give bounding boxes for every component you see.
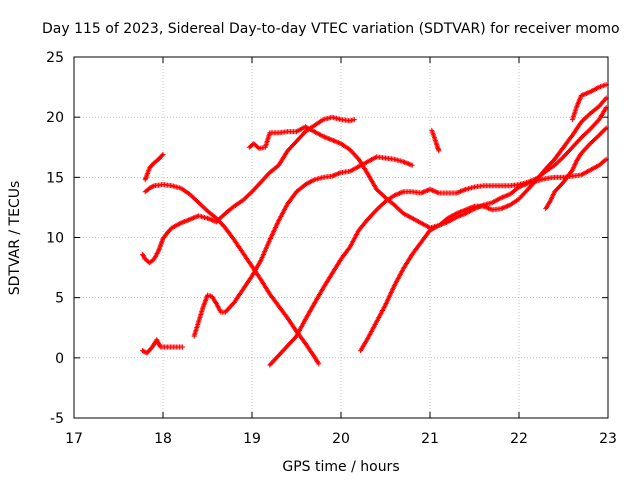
y-tick-label: 25 — [46, 50, 64, 66]
data-point — [180, 344, 186, 350]
series-track-g — [267, 105, 609, 368]
data-point — [409, 162, 415, 168]
y-tick-label: -5 — [50, 411, 64, 427]
x-tick-labels: 17 18 19 20 21 22 23 — [65, 431, 617, 447]
data-point — [602, 126, 608, 132]
y-tick-label: 20 — [46, 110, 64, 126]
series-track-i — [429, 127, 442, 154]
y-tick-label: 15 — [46, 170, 64, 186]
series-track-d — [140, 337, 186, 356]
data-point — [159, 152, 165, 158]
x-tick-label: 18 — [154, 431, 172, 447]
y-tick-label: 5 — [55, 291, 64, 307]
x-tick-label: 19 — [243, 431, 261, 447]
data-point — [160, 151, 166, 157]
x-tick-label: 22 — [510, 431, 528, 447]
axis-ticks — [73, 56, 609, 419]
series-track-h — [358, 95, 609, 354]
data-point — [351, 117, 357, 123]
x-axis-label: GPS time / hours — [282, 459, 399, 475]
x-tick-label: 20 — [332, 431, 350, 447]
data-point — [436, 148, 442, 154]
chart-title: Day 115 of 2023, Sidereal Day-to-day VTE… — [42, 21, 620, 37]
series-track-j — [543, 125, 609, 212]
x-tick-label: 23 — [599, 431, 617, 447]
data-point — [316, 361, 322, 367]
data-point — [255, 144, 261, 150]
series-track-c — [140, 114, 357, 266]
x-tick-label: 21 — [421, 431, 439, 447]
grid-lines — [74, 57, 608, 418]
y-tick-label: 0 — [55, 351, 64, 367]
series-track-k — [569, 82, 609, 123]
series-track-e — [191, 154, 415, 339]
series-track-f — [246, 124, 609, 231]
y-tick-label: 10 — [46, 231, 64, 247]
series-track-a — [142, 151, 166, 183]
data-points — [140, 82, 609, 368]
y-axis-label: SDTVAR / TECUs — [7, 181, 23, 296]
x-tick-label: 17 — [65, 431, 83, 447]
y-tick-labels: -5 0 5 10 15 20 25 — [46, 50, 64, 427]
data-point — [150, 183, 156, 189]
